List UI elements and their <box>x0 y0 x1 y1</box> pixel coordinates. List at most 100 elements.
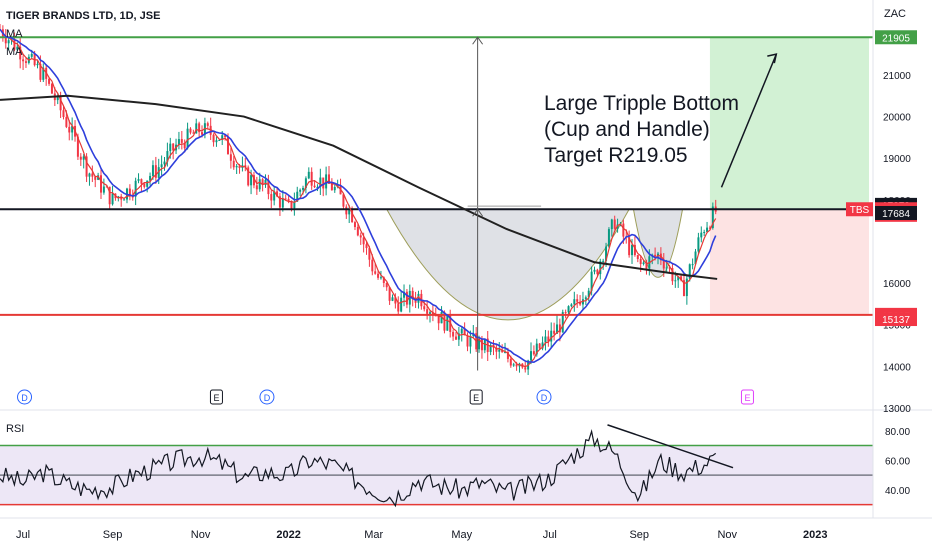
candle-body <box>235 166 238 168</box>
candle-body <box>362 237 365 245</box>
candle-body <box>631 244 634 256</box>
candle-body <box>538 343 541 349</box>
candle-body <box>567 306 570 313</box>
candle-body <box>212 134 215 143</box>
candle-body <box>186 128 189 149</box>
time-tick-label: Nov <box>717 529 737 541</box>
event-marker-letter: D <box>541 393 548 403</box>
candle-body <box>293 201 296 209</box>
candle-body <box>108 186 111 205</box>
candle-body <box>192 132 195 134</box>
candle-body <box>665 267 668 269</box>
candle-body <box>561 312 564 333</box>
candle-body <box>478 338 481 350</box>
candle-body <box>48 78 51 84</box>
candle-body <box>88 173 91 177</box>
candle-body <box>238 166 241 168</box>
candle-body <box>154 165 157 178</box>
candle-body <box>550 330 553 342</box>
candle-body <box>414 299 417 303</box>
candle-body <box>457 333 460 340</box>
candle-body <box>452 331 455 337</box>
dividend-marker <box>259 389 275 405</box>
candle-body <box>547 336 550 342</box>
time-tick-label: 2023 <box>803 529 827 541</box>
candle-body <box>579 301 582 305</box>
target-arrow-line <box>720 53 778 188</box>
candle-body <box>252 175 255 186</box>
candle-body <box>411 290 414 300</box>
candle-body <box>183 142 186 149</box>
price-badges: 21905178791777402:23:03176841523715137TB… <box>846 30 917 327</box>
candle-body <box>16 46 19 50</box>
candle-body <box>365 244 368 249</box>
candle-body <box>172 143 175 151</box>
candle-body <box>654 254 657 257</box>
candle-body <box>351 209 354 223</box>
candle-body <box>68 126 71 133</box>
candle-body <box>515 364 518 367</box>
candle-body <box>400 297 403 312</box>
drawings[interactable] <box>467 36 778 371</box>
earnings-marker <box>740 389 754 405</box>
candle-body <box>169 143 172 152</box>
ma-fast-line <box>0 28 717 368</box>
time-tick-label: Sep <box>103 529 123 541</box>
candle-body <box>30 53 33 57</box>
candle-body <box>22 59 25 62</box>
candle-body <box>408 290 411 305</box>
candle-body <box>685 278 688 297</box>
candle-body <box>509 358 512 366</box>
price-badge-label: 17684 <box>882 209 910 220</box>
price-tick-label: 16000 <box>883 279 911 290</box>
rsi-tick-label: 60.00 <box>885 456 910 467</box>
risk-reward-zones <box>709 37 869 315</box>
event-marker-letter: E <box>213 393 219 403</box>
price-badge-label: 15137 <box>882 315 910 326</box>
candle-body <box>524 367 527 370</box>
price-tick-label: 15000 <box>883 321 911 332</box>
candle-body <box>443 312 446 331</box>
candle-body <box>304 178 307 188</box>
candle-body <box>463 328 466 336</box>
rsi-tick-label: 40.00 <box>885 486 910 497</box>
candle-body <box>290 200 293 209</box>
earnings-marker <box>469 389 483 405</box>
candle-body <box>564 312 567 314</box>
candle-body <box>166 151 169 162</box>
candle-body <box>397 303 400 312</box>
candle-body <box>596 269 599 275</box>
candle-body <box>639 258 642 265</box>
candle-body <box>535 343 538 355</box>
candle-body <box>368 248 371 260</box>
candle-body <box>688 264 691 279</box>
candle-body <box>590 271 593 291</box>
earnings-marker <box>209 389 223 405</box>
candle-body <box>131 196 134 198</box>
candle-body <box>541 342 544 349</box>
candle-body <box>102 186 105 193</box>
candle-body <box>674 280 677 282</box>
candle-body <box>607 229 610 247</box>
candle-body <box>177 139 180 145</box>
measure-arrow-mid <box>472 208 484 217</box>
candle-body <box>636 255 639 259</box>
candle-body <box>85 156 88 177</box>
candle-body <box>120 196 123 200</box>
time-tick-label: 2022 <box>276 529 300 541</box>
candle-body <box>19 46 22 60</box>
candle-body <box>460 328 463 334</box>
candle-body <box>403 291 406 298</box>
candle-body <box>218 139 221 141</box>
candle-body <box>276 191 279 197</box>
candle-body <box>345 206 348 215</box>
candle-body <box>287 198 290 201</box>
candle-body <box>682 280 685 297</box>
candle-body <box>94 176 97 180</box>
candle-body <box>691 264 694 266</box>
candle-body <box>642 262 645 265</box>
candle-body <box>417 293 420 303</box>
